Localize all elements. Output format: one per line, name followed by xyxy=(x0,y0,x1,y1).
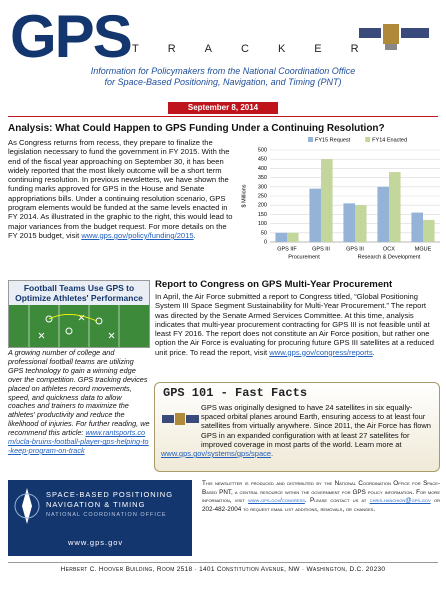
text: . Please contact us at xyxy=(305,497,370,504)
page: GPS TRACKER Information for Policymakers… xyxy=(0,0,446,590)
y-tick-label: 450 xyxy=(258,157,267,163)
y-tick-label: 50 xyxy=(261,230,267,236)
x-tick-label: GPS IIF xyxy=(277,246,297,252)
spacer xyxy=(161,403,201,449)
report-title: Report to Congress on GPS Multi-Year Pro… xyxy=(155,279,392,290)
link[interactable]: www.gps.gov/systems/gps/space xyxy=(161,449,271,458)
group-label: Research & Development xyxy=(358,254,421,260)
bar xyxy=(343,203,355,242)
x-tick-label: OCX xyxy=(383,246,395,252)
y-tick-label: 400 xyxy=(258,166,267,172)
legend-label: FY15 Request xyxy=(315,137,351,143)
footer-note: This newsletter is produced and distribu… xyxy=(202,480,440,514)
rule xyxy=(8,562,438,563)
bar xyxy=(355,205,367,242)
y-tick-label: 350 xyxy=(258,175,267,181)
subtitle: Information for Policymakers from the Na… xyxy=(0,66,446,88)
text: . xyxy=(373,348,375,357)
date-bar: September 8, 2014 xyxy=(168,102,278,114)
link[interactable]: www.gps.gov/congress/reports xyxy=(269,348,372,357)
text: GPS was originally designed to have 24 s… xyxy=(201,403,431,449)
analysis-title: Analysis: What Could Happen to GPS Fundi… xyxy=(8,123,385,134)
bar xyxy=(287,233,299,242)
satellite-art xyxy=(355,10,435,60)
field xyxy=(9,305,149,347)
link[interactable]: chris.hanchion@gps.gov xyxy=(370,497,431,504)
legend-swatch xyxy=(365,137,370,142)
link[interactable]: www.gps.gov/policy/funding/2015 xyxy=(81,231,193,240)
y-tick-label: 150 xyxy=(258,212,267,218)
x-tick-label: GPS III xyxy=(346,246,364,252)
y-tick-label: 0 xyxy=(264,239,267,245)
org-line: NAVIGATION & TIMING xyxy=(46,500,145,509)
bar xyxy=(321,159,333,242)
bar xyxy=(389,172,401,242)
y-tick-label: 200 xyxy=(258,203,267,209)
y-tick-label: 300 xyxy=(258,184,267,190)
footer-logo: SPACE-BASED POSITIONING NAVIGATION & TIM… xyxy=(8,480,192,556)
fast-facts-text: GPS was originally designed to have 24 s… xyxy=(161,403,433,458)
bar xyxy=(423,220,435,242)
bar xyxy=(411,213,423,242)
x-tick-label: MGUE xyxy=(415,246,432,252)
link[interactable]: www.gps.gov/congress xyxy=(248,497,305,504)
funding-chart: 0 50 100 150 200 250 300 350 400 450 500 $ Millions… xyxy=(236,134,444,274)
emblem xyxy=(12,486,42,526)
analysis-text: As Congress returns from recess, they pr… xyxy=(8,138,236,274)
bar xyxy=(275,233,287,242)
fast-facts-title: GPS 101 - Fast Facts xyxy=(163,386,307,400)
x-tick-label: GPS III xyxy=(312,246,330,252)
group-label: Procurement xyxy=(288,254,320,260)
subtitle-line: Information for Policymakers from the Na… xyxy=(0,66,446,77)
y-axis-label: $ Millions xyxy=(241,184,247,207)
y-tick-label: 250 xyxy=(258,193,267,199)
text: . xyxy=(271,449,273,458)
image-title: Football Teams Use GPS to Optimize Athle… xyxy=(13,283,145,303)
text: As Congress returns from recess, they pr… xyxy=(8,138,232,240)
fast-facts-box: GPS 101 - Fast Facts GPS was originally … xyxy=(154,382,440,472)
y-tick-label: 100 xyxy=(258,221,267,227)
bar xyxy=(309,189,321,242)
y-tick-label: 500 xyxy=(258,147,267,153)
text: A growing number of college and professi… xyxy=(8,348,150,437)
website: www.gps.gov xyxy=(68,538,123,547)
logo: GPS xyxy=(10,2,131,71)
bar xyxy=(377,187,389,242)
address: Herbert C. Hoover Building, Room 2518 · … xyxy=(0,566,446,573)
org-line: NATIONAL COORDINATION OFFICE xyxy=(46,512,167,518)
rule xyxy=(8,116,438,117)
tracker: TRACKER xyxy=(132,43,388,55)
football-image: Football Teams Use GPS to Optimize Athle… xyxy=(8,280,150,348)
report-text: In April, the Air Force submitted a repo… xyxy=(155,292,441,357)
legend-swatch xyxy=(308,137,313,142)
subtitle-line: for Space-Based Positioning, Navigation,… xyxy=(0,77,446,88)
text: . xyxy=(194,231,196,240)
football-text: A growing number of college and professi… xyxy=(8,349,150,456)
org-line: SPACE-BASED POSITIONING xyxy=(46,490,173,499)
legend-label: FY14 Enacted xyxy=(372,137,407,143)
